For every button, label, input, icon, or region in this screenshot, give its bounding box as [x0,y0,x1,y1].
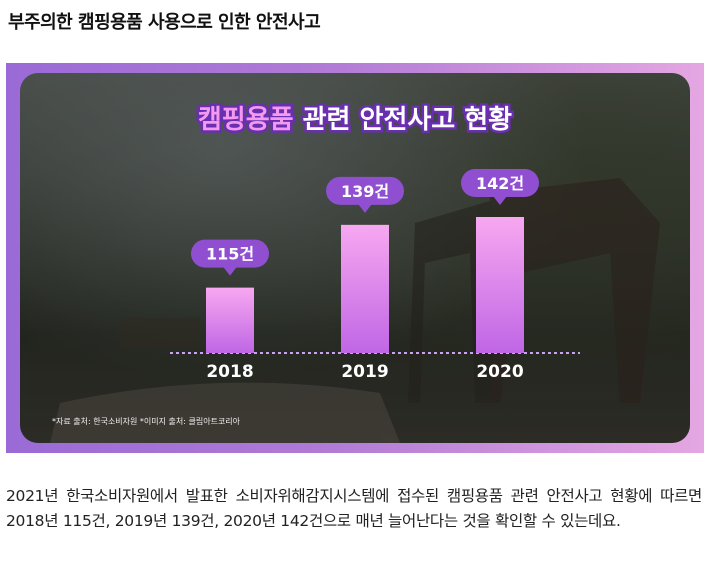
svg-text:캠핑용품 관련 안전사고 현황: 캠핑용품 관련 안전사고 현황 [198,105,512,135]
data-label-2020: 142건 [476,174,524,193]
bar-2018 [206,287,254,353]
page-title: 부주의한 캠핑용품 사용으로 인한 안전사고 [8,12,321,33]
chart-title-rest: 관련 안전사고 현황 [294,105,513,135]
data-label-pointer-2019 [358,203,372,213]
bar-2019 [341,224,389,353]
bar-2020 [476,217,524,353]
chart-title: 캠핑용품 관련 안전사고 현황 [195,103,514,138]
data-label-2019: 139건 [341,182,389,201]
data-label-pill-2019 [326,176,404,205]
x-tick-2019: 2019 [341,362,388,382]
data-label-pill-2020 [461,169,539,197]
chart-title-highlight: 캠핑용품 [198,105,294,135]
body-paragraph: 2021년 한국소비자원에서 발표한 소비자위해감지시스템에 접수된 캠핑용품 … [6,487,702,530]
source-note: *자료 출처: 한국소비자원 *이미지 출처: 클립아트코리아 [52,417,241,426]
infographic-frame: 캠핑용품 관련 안전사고 현황 115건 2018 139건 2019 142건 2020… [6,63,704,453]
data-label-pointer-2020 [493,196,507,205]
x-tick-2020: 2020 [476,362,523,382]
x-tick-2018: 2018 [206,362,253,382]
data-label-pointer-2018 [223,266,237,276]
camping-background-photo: 캠핑용품 관련 안전사고 현황 115건 2018 139건 2019 142건 2020… [20,73,690,443]
accident-bar-chart: 캠핑용품 관련 안전사고 현황 115건 2018 139건 2019 142건 2020 [50,103,660,443]
bars-layer: 115건 2018 139건 2019 142건 2020 [191,169,539,382]
data-label-pill-2018 [191,239,269,268]
data-label-2018: 115건 [206,245,254,264]
